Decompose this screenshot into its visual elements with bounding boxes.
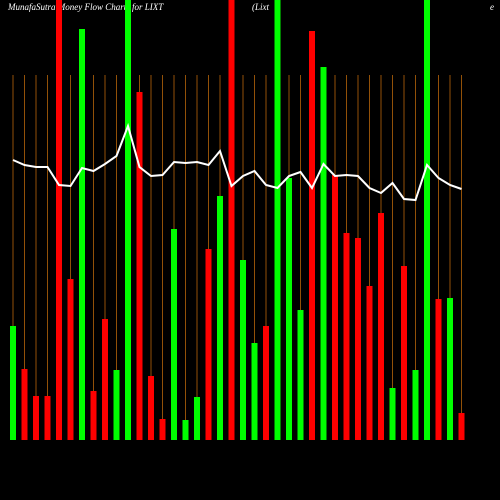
bar xyxy=(10,326,16,440)
bar xyxy=(102,319,108,440)
bar xyxy=(228,0,235,440)
bar xyxy=(320,67,327,440)
bar xyxy=(90,391,97,440)
bar xyxy=(67,279,74,440)
bar xyxy=(447,298,453,440)
bar xyxy=(343,233,350,440)
bar xyxy=(389,388,396,440)
bar xyxy=(136,92,143,440)
bar xyxy=(458,413,465,440)
chart-title: MunafaSutra Money Flow Charts for LIXT xyxy=(7,2,164,12)
bar xyxy=(79,29,85,440)
bar xyxy=(263,326,269,440)
bar xyxy=(286,178,292,440)
bar xyxy=(401,266,407,440)
bar xyxy=(412,370,419,440)
bar xyxy=(56,0,62,440)
bar xyxy=(113,370,120,440)
bar xyxy=(274,0,281,440)
bar xyxy=(21,369,28,440)
bar xyxy=(182,420,189,440)
bar xyxy=(240,260,246,440)
bar xyxy=(355,238,361,440)
bar xyxy=(205,249,212,440)
bar xyxy=(366,286,373,440)
bar xyxy=(251,343,258,440)
bar xyxy=(148,376,154,440)
chart-subtitle: (Lixt xyxy=(252,2,269,12)
money-flow-line xyxy=(12,122,462,202)
bar xyxy=(194,397,200,440)
bar xyxy=(424,0,430,440)
bar xyxy=(378,213,384,440)
bar xyxy=(33,396,39,440)
bar xyxy=(217,196,223,440)
bar xyxy=(435,299,442,440)
bar xyxy=(44,396,51,440)
bar xyxy=(309,31,315,440)
bar xyxy=(332,175,338,440)
chart-title-end: e xyxy=(490,2,494,12)
bar xyxy=(171,229,177,440)
bar xyxy=(297,310,304,440)
bar xyxy=(125,0,131,440)
bar xyxy=(159,419,166,440)
